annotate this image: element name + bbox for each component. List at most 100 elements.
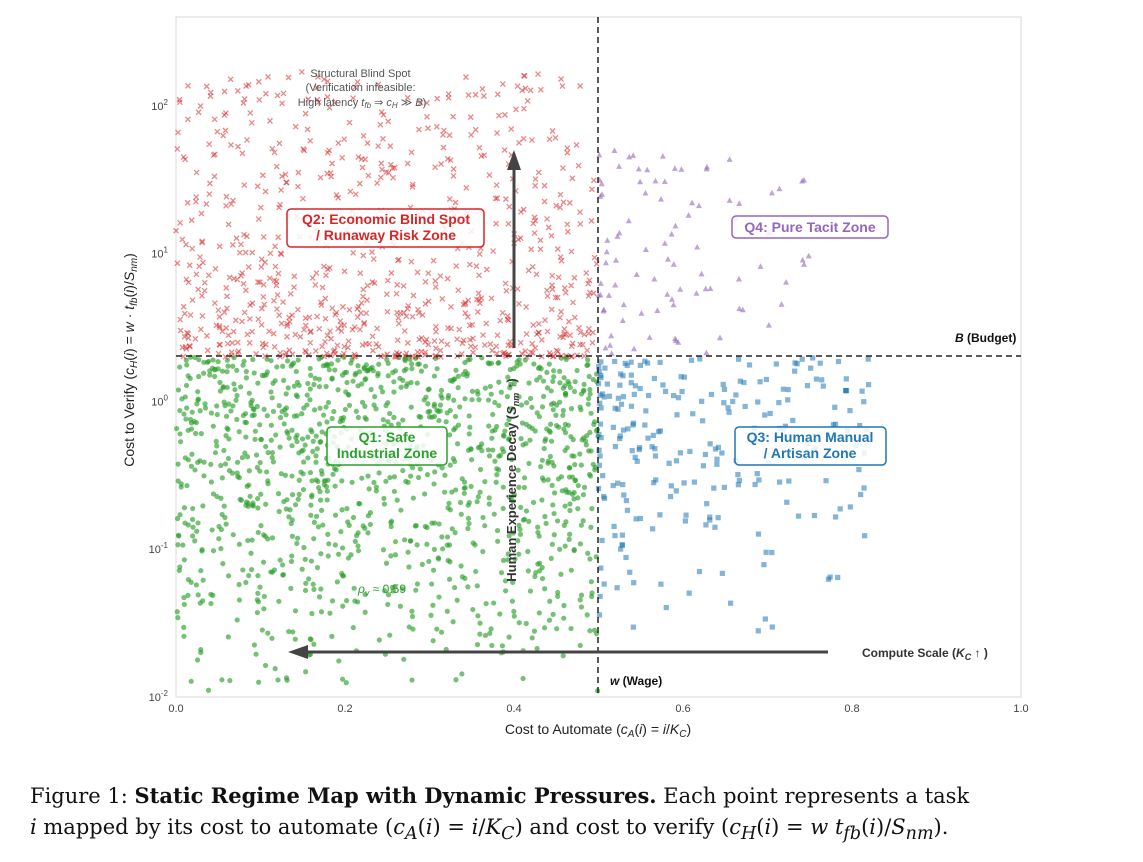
data-point-circle	[242, 419, 248, 425]
data-point-x	[395, 315, 402, 321]
data-point-circle	[242, 450, 248, 456]
data-point-x	[223, 202, 230, 209]
data-point-x	[387, 161, 394, 168]
data-point-square	[598, 405, 604, 411]
data-point-triangle	[783, 279, 790, 285]
data-point-square	[631, 580, 637, 586]
data-point-square	[634, 458, 640, 464]
data-point-circle	[292, 502, 299, 508]
data-point-square	[619, 542, 625, 548]
data-point-x	[360, 293, 366, 300]
data-point-circle	[458, 563, 464, 569]
data-point-circle	[399, 586, 406, 592]
data-point-square	[712, 446, 719, 452]
data-point-x	[214, 128, 221, 135]
data-point-circle	[550, 407, 556, 413]
data-point-square	[597, 421, 603, 427]
data-point-square	[678, 374, 684, 380]
data-point-circle	[291, 413, 298, 419]
data-point-circle	[489, 642, 495, 649]
data-point-square	[736, 477, 742, 484]
data-point-circle	[349, 479, 355, 485]
data-point-square	[858, 491, 864, 498]
data-point-circle	[255, 495, 261, 502]
data-point-square	[663, 604, 669, 611]
data-point-circle	[454, 441, 461, 447]
data-point-circle	[387, 474, 393, 481]
data-point-x	[405, 302, 412, 309]
data-point-circle	[299, 566, 305, 572]
data-point-circle	[431, 373, 438, 379]
data-point-circle	[566, 536, 572, 542]
data-point-x	[515, 300, 522, 307]
data-point-square	[687, 448, 693, 455]
data-point-x	[239, 150, 246, 157]
data-point-x	[316, 325, 323, 332]
data-point-x	[324, 78, 331, 85]
data-point-triangle	[739, 306, 746, 313]
data-point-circle	[551, 510, 557, 517]
data-point-circle	[527, 437, 533, 443]
data-point-x	[211, 116, 218, 123]
data-point-circle	[200, 503, 206, 509]
data-point-circle	[265, 630, 271, 636]
data-point-triangle	[765, 322, 772, 328]
data-point-circle	[238, 384, 244, 390]
data-point-x	[261, 301, 268, 308]
data-point-circle	[210, 357, 216, 363]
data-point-circle	[311, 641, 317, 647]
data-point-circle	[566, 474, 573, 480]
data-point-x	[363, 310, 370, 317]
data-point-square	[773, 361, 779, 367]
data-point-x	[577, 329, 584, 336]
data-point-x	[189, 245, 196, 252]
data-point-circle	[303, 669, 309, 675]
data-point-circle	[376, 361, 382, 367]
data-point-x	[481, 342, 488, 349]
data-point-circle	[395, 421, 402, 427]
data-point-circle	[350, 514, 357, 521]
data-point-square	[602, 365, 608, 371]
data-point-triangle	[675, 339, 682, 345]
data-point-x	[276, 312, 283, 319]
data-point-x	[354, 79, 361, 85]
data-point-circle	[459, 671, 465, 677]
data-point-circle	[465, 357, 471, 363]
data-point-circle	[277, 414, 284, 421]
data-point-x	[177, 327, 184, 334]
data-point-circle	[465, 525, 471, 532]
data-point-circle	[355, 530, 361, 536]
data-point-square	[832, 404, 838, 410]
data-point-triangle	[757, 263, 764, 269]
data-point-circle	[362, 525, 368, 531]
data-point-circle	[302, 587, 309, 594]
data-point-x	[383, 169, 390, 176]
data-point-circle	[343, 598, 350, 604]
data-point-triangle	[630, 152, 637, 158]
data-point-triangle	[596, 151, 603, 158]
data-point-x	[400, 283, 407, 289]
data-point-circle	[291, 383, 297, 389]
data-point-square	[835, 358, 842, 365]
data-point-circle	[284, 358, 291, 364]
data-point-circle	[568, 406, 575, 412]
data-point-circle	[174, 516, 181, 522]
data-point-circle	[290, 629, 296, 635]
data-point-circle	[511, 366, 517, 372]
data-point-circle	[289, 533, 295, 539]
data-point-circle	[444, 534, 451, 540]
data-point-x	[549, 128, 556, 134]
data-point-x	[488, 295, 495, 302]
data-point-circle	[329, 633, 335, 639]
data-point-x	[280, 299, 287, 305]
data-point-circle	[588, 448, 594, 454]
data-point-x	[199, 312, 206, 319]
data-point-circle	[531, 361, 537, 367]
data-point-circle	[181, 633, 187, 639]
data-point-circle	[250, 356, 256, 363]
data-point-circle	[318, 586, 324, 592]
data-point-x	[282, 352, 289, 359]
data-point-circle	[541, 393, 547, 400]
data-point-circle	[438, 387, 445, 394]
data-point-circle	[345, 555, 352, 561]
